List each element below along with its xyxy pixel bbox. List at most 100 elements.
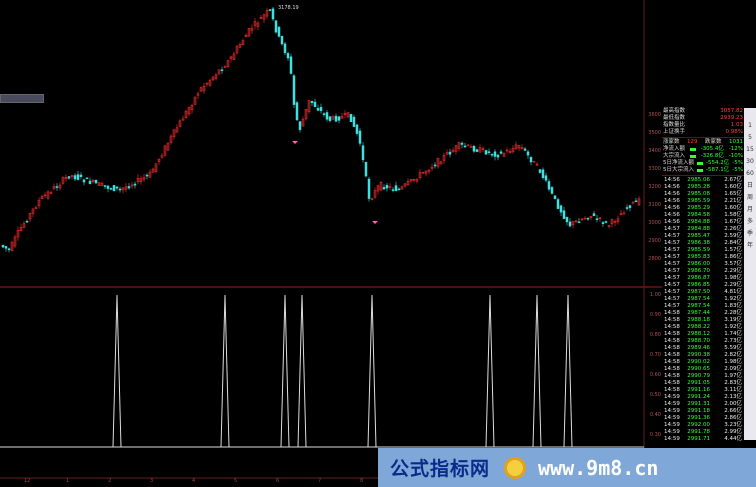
tick-row: 14:57 2987.50 4.81亿 bbox=[662, 289, 744, 296]
tick-price: 2991.31 bbox=[687, 401, 710, 407]
breadth-row: 涨家数 129 跌家数 1031 bbox=[662, 139, 744, 146]
candle bbox=[298, 121, 302, 130]
candle bbox=[433, 164, 437, 167]
price-axis-label: 3200 bbox=[648, 184, 661, 190]
tick-price: 2991.16 bbox=[687, 387, 710, 393]
candle bbox=[109, 188, 113, 190]
candle bbox=[514, 144, 518, 149]
tick-time: 14:58 bbox=[664, 352, 680, 358]
flow-label: 大宗流入 bbox=[663, 153, 686, 159]
tick-amount: 3.11亿 bbox=[724, 387, 742, 393]
candle bbox=[493, 151, 497, 157]
period-button[interactable]: 周 bbox=[746, 194, 753, 201]
time-axis-label: 1 bbox=[66, 478, 70, 484]
candle bbox=[64, 177, 68, 179]
period-button[interactable]: 5 bbox=[748, 134, 752, 141]
tick-price: 2990.65 bbox=[687, 366, 710, 372]
candle bbox=[175, 127, 179, 133]
price-axis-label: 3500 bbox=[648, 130, 661, 136]
period-button[interactable]: 日 bbox=[746, 182, 753, 189]
tick-row: 14:56 2985.08 1.65亿 bbox=[662, 191, 744, 198]
candle bbox=[268, 9, 272, 11]
candle bbox=[55, 186, 59, 188]
period-button[interactable]: 15 bbox=[746, 146, 754, 153]
indicator-tag[interactable] bbox=[0, 94, 44, 103]
period-button[interactable]: 年 bbox=[746, 242, 753, 249]
signal-marker bbox=[372, 221, 378, 224]
candle bbox=[562, 210, 566, 219]
tick-amount: 1.97亿 bbox=[724, 373, 742, 379]
tick-price: 2991.24 bbox=[687, 394, 710, 400]
candle bbox=[157, 159, 161, 162]
tick-price: 2986.85 bbox=[687, 282, 710, 288]
candle bbox=[73, 175, 77, 180]
tick-time: 14:56 bbox=[664, 191, 680, 197]
candle bbox=[544, 175, 548, 181]
tick-row: 14:57 2987.54 1.92亿 bbox=[662, 296, 744, 303]
period-button[interactable]: 30 bbox=[746, 158, 754, 165]
candle bbox=[193, 96, 197, 105]
time-axis-label: 4 bbox=[192, 478, 196, 484]
indicator-series bbox=[0, 294, 644, 448]
candle bbox=[595, 218, 599, 220]
candle bbox=[280, 35, 284, 45]
tick-row: 14:58 2990.79 1.97亿 bbox=[662, 373, 744, 380]
flow-row: 净流入额 -305.4亿 -12% bbox=[662, 146, 744, 153]
indicator-axis-label: 1.00 bbox=[649, 292, 661, 298]
chart-canvas[interactable] bbox=[0, 0, 662, 487]
tick-amount: 2.13亿 bbox=[724, 394, 742, 400]
candle bbox=[13, 236, 17, 247]
candle bbox=[256, 22, 260, 27]
time-axis-label: 5 bbox=[234, 478, 238, 484]
period-button[interactable]: 1 bbox=[748, 122, 752, 129]
tick-time: 14:58 bbox=[664, 380, 680, 386]
candle bbox=[307, 100, 311, 113]
candle bbox=[352, 116, 356, 127]
candle bbox=[598, 217, 602, 219]
tick-amount: 2.86亿 bbox=[724, 415, 742, 421]
candle bbox=[289, 56, 293, 74]
down-count: 1031 bbox=[728, 139, 743, 145]
tick-time: 14:58 bbox=[664, 317, 680, 323]
flow-label: 5日净流入额 bbox=[663, 160, 694, 166]
price-axis-label: 3000 bbox=[648, 220, 661, 226]
candle bbox=[622, 212, 626, 215]
candle bbox=[253, 21, 257, 26]
candle bbox=[91, 179, 95, 183]
flow-label: 净流入额 bbox=[663, 146, 686, 152]
candle bbox=[178, 120, 182, 128]
tick-price: 2990.79 bbox=[687, 373, 710, 379]
candle bbox=[631, 201, 635, 204]
period-button[interactable]: 季 bbox=[746, 230, 753, 237]
candle bbox=[367, 178, 371, 199]
candle bbox=[106, 185, 110, 189]
period-button[interactable]: 月 bbox=[746, 206, 753, 213]
candle bbox=[442, 155, 446, 161]
watermark-url: www.9m8.cn bbox=[538, 455, 659, 480]
tick-amount: 1.92亿 bbox=[724, 324, 742, 330]
candle bbox=[226, 60, 230, 68]
candle bbox=[145, 174, 149, 177]
candle bbox=[559, 205, 563, 213]
period-button[interactable]: 多 bbox=[746, 218, 753, 225]
candle bbox=[475, 149, 479, 152]
tick-time: 14:59 bbox=[664, 422, 680, 428]
tick-time: 14:59 bbox=[664, 429, 680, 435]
period-button[interactable]: 60 bbox=[746, 170, 754, 177]
tick-price: 2985.29 bbox=[687, 205, 710, 211]
price-axis-label: 2900 bbox=[648, 238, 661, 244]
tick-time: 14:57 bbox=[664, 289, 680, 295]
flow-pct: -10% bbox=[728, 153, 743, 159]
tick-row: 14:59 2991.71 4.44亿 bbox=[662, 436, 744, 443]
stat-label: 指数量比 bbox=[663, 122, 686, 128]
price-axis-label: 2800 bbox=[648, 256, 661, 262]
tick-amount: 2.26亿 bbox=[724, 226, 742, 232]
stat-row: 最低指数 2939.23 bbox=[662, 115, 744, 122]
candle bbox=[304, 108, 308, 120]
price-axis-label: 3600 bbox=[648, 112, 661, 118]
candle bbox=[463, 145, 467, 148]
tick-price: 2987.44 bbox=[687, 310, 710, 316]
tick-amount: 3.19亿 bbox=[724, 317, 742, 323]
stat-value: 3057.82 bbox=[720, 108, 743, 114]
tick-time: 14:56 bbox=[664, 198, 680, 204]
